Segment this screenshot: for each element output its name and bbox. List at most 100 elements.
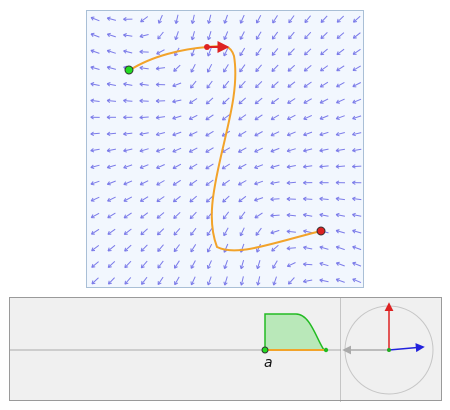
- field-arrowhead: [223, 232, 228, 237]
- integration-curve[interactable]: [129, 44, 322, 252]
- field-arrow: [304, 15, 311, 23]
- field-arrowhead: [255, 68, 260, 73]
- field-arrow: [335, 198, 345, 201]
- field-arrowhead: [190, 281, 195, 286]
- field-arrowhead: [107, 197, 112, 202]
- field-arrow: [206, 195, 214, 203]
- param-end-handle[interactable]: [323, 347, 329, 353]
- field-arrow: [239, 64, 246, 73]
- field-arrow: [191, 31, 195, 41]
- field-arrow: [352, 278, 362, 284]
- field-arrow: [190, 244, 197, 253]
- field-arrow: [189, 114, 198, 120]
- field-arrow: [303, 65, 312, 72]
- field-arrow: [173, 228, 181, 236]
- field-arrow: [336, 65, 345, 72]
- field-arrowhead: [139, 115, 144, 120]
- field-arrowhead: [206, 248, 211, 253]
- field-arrow: [352, 115, 362, 120]
- field-arrow: [140, 244, 148, 252]
- field-arrow: [303, 114, 313, 120]
- field-arrow: [107, 261, 116, 268]
- field-arrow: [240, 276, 244, 286]
- field-arrow: [207, 276, 212, 286]
- field-arrow: [156, 164, 165, 169]
- param-a-handle[interactable]: [261, 346, 269, 354]
- moving-point-handle[interactable]: [204, 44, 210, 50]
- vector-field-panel[interactable]: [86, 10, 364, 288]
- end-point-handle[interactable]: [316, 226, 326, 236]
- field-arrow: [352, 246, 362, 251]
- field-arrowhead: [286, 180, 291, 186]
- field-arrow: [288, 15, 295, 24]
- field-arrow: [319, 148, 329, 152]
- field-arrowhead: [270, 230, 275, 235]
- field-arrowhead: [155, 98, 160, 104]
- field-arrowhead: [270, 148, 275, 153]
- field-arrow: [205, 114, 214, 121]
- field-arrowhead: [336, 51, 341, 56]
- field-arrow: [336, 81, 345, 88]
- field-arrow: [336, 98, 345, 104]
- field-arrowhead: [335, 148, 340, 153]
- field-arrowhead: [90, 230, 95, 235]
- field-arrowhead: [140, 18, 145, 23]
- field-arrow: [173, 64, 181, 72]
- field-arrowhead: [205, 148, 210, 153]
- field-arrowhead: [239, 68, 244, 73]
- field-arrow: [320, 81, 329, 88]
- field-arrowhead: [238, 100, 243, 105]
- field-arrow: [335, 214, 346, 217]
- field-arrow: [256, 14, 262, 24]
- field-arrow: [270, 164, 280, 169]
- field-arrow: [107, 212, 116, 219]
- field-arrow: [271, 31, 279, 40]
- field-arrowhead: [352, 180, 356, 185]
- field-arrowhead: [319, 99, 324, 104]
- field-arrowhead: [352, 83, 357, 88]
- field-arrowhead: [123, 197, 128, 202]
- field-arrow: [107, 164, 116, 169]
- field-arrow: [254, 197, 264, 201]
- field-arrowhead: [352, 229, 357, 234]
- field-arrow: [107, 17, 117, 21]
- field-arrow: [287, 81, 296, 88]
- field-arrow: [156, 148, 165, 152]
- field-arrow: [139, 164, 149, 169]
- field-arrow: [239, 211, 246, 220]
- field-arrowhead: [255, 35, 260, 40]
- field-arrow: [174, 276, 180, 285]
- field-arrow: [172, 179, 181, 186]
- field-arrowhead: [286, 116, 291, 121]
- field-arrowhead: [155, 115, 160, 120]
- field-arrow: [286, 165, 296, 168]
- field-arrow: [140, 260, 148, 269]
- field-arrow: [223, 31, 229, 40]
- field-arrowhead: [206, 265, 211, 270]
- field-arrow: [336, 262, 345, 267]
- field-arrow: [107, 196, 116, 202]
- field-arrowhead: [319, 278, 324, 283]
- field-arrowhead: [172, 198, 177, 203]
- field-arrowhead: [239, 232, 244, 237]
- field-arrow: [90, 180, 100, 185]
- field-arrow: [206, 227, 213, 236]
- field-arrow: [255, 31, 262, 40]
- field-arrowhead: [90, 131, 95, 137]
- field-arrow: [270, 114, 280, 121]
- field-arrow: [222, 114, 230, 121]
- field-arrow: [139, 116, 149, 119]
- field-arrowhead: [286, 246, 291, 251]
- field-arrowhead: [157, 264, 162, 269]
- field-arrowhead: [106, 148, 111, 153]
- field-arrow: [190, 63, 196, 73]
- field-arrow: [156, 67, 166, 70]
- field-arrow: [107, 100, 117, 102]
- field-arrowhead: [139, 49, 144, 55]
- field-arrowhead: [107, 264, 112, 268]
- start-point-handle[interactable]: [124, 65, 134, 75]
- field-arrow: [336, 115, 345, 120]
- field-arrowhead: [139, 198, 144, 202]
- field-arrow: [91, 228, 100, 235]
- field-arrow: [238, 147, 247, 153]
